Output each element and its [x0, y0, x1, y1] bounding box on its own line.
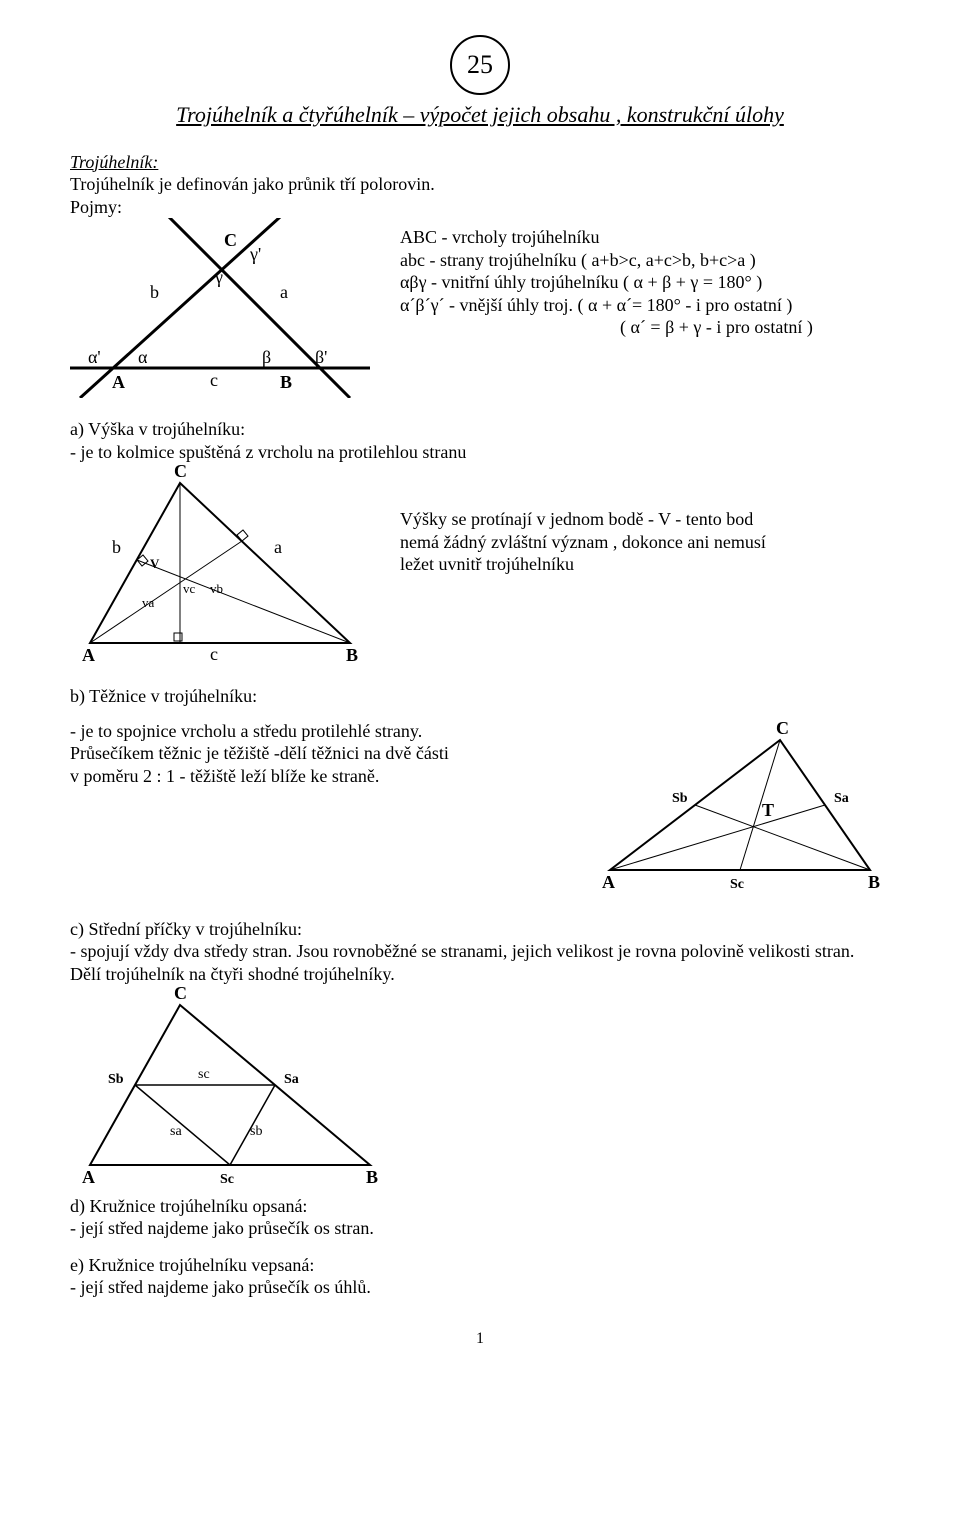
svg-text:γ: γ — [214, 267, 223, 287]
svg-text:c: c — [210, 370, 218, 390]
svg-text:A: A — [602, 872, 615, 890]
svg-text:Sc: Sc — [730, 877, 744, 890]
svg-text:vc: vc — [183, 581, 196, 596]
svg-text:α: α — [138, 347, 148, 367]
sec-b-t3: v poměru 2 : 1 - těžiště leží blíže ke s… — [70, 765, 590, 788]
svg-text:Sa: Sa — [284, 1072, 299, 1087]
svg-text:A: A — [82, 1167, 95, 1185]
svg-text:Sa: Sa — [834, 791, 849, 806]
defs-l2: abc - strany trojúhelníku ( a+b>c, a+c>b… — [400, 249, 813, 272]
svg-text:β: β — [262, 347, 271, 367]
page-badge: 25 — [450, 35, 510, 95]
svg-text:C: C — [174, 463, 187, 481]
svg-text:va: va — [142, 595, 155, 610]
svg-text:A: A — [82, 645, 95, 663]
main-title: Trojúhelník a čtyřúhelník – výpočet jeji… — [70, 101, 890, 129]
sec-b-t1: - je to spojnice vrcholu a středu protil… — [70, 720, 590, 743]
svg-text:B: B — [346, 645, 358, 663]
svg-text:vb: vb — [210, 581, 223, 596]
figure-4: A B C Sa Sb Sc sa sb sc — [70, 985, 390, 1185]
svg-text:c: c — [210, 644, 218, 663]
sec-a-heading: a) Výška v trojúhelníku: — [70, 418, 890, 441]
svg-text:C: C — [224, 230, 237, 250]
figure-1: A B C c b a α β γ γ' α' β' — [70, 218, 370, 398]
sec-b-t2: Průsečíkem těžnic je těžiště -dělí těžni… — [70, 742, 590, 765]
svg-text:b: b — [112, 537, 121, 557]
svg-text:B: B — [366, 1167, 378, 1185]
sec-a-text: - je to kolmice spuštěná z vrcholu na pr… — [70, 441, 890, 464]
footer-page-number: 1 — [70, 1329, 890, 1349]
sec-a-para3: ležet uvnitř trojúhelníku — [400, 553, 766, 576]
sec-a-para1: Výšky se protínají v jednom bodě - V - t… — [400, 508, 766, 531]
section-trojuhelnik: Trojúhelník: — [70, 151, 890, 174]
svg-text:B: B — [868, 872, 880, 890]
svg-text:sa: sa — [170, 1124, 182, 1139]
svg-text:Sb: Sb — [672, 791, 688, 806]
svg-text:C: C — [174, 985, 187, 1003]
intro-definition: Trojúhelník je definován jako průnik tří… — [70, 173, 890, 196]
defs-l4: α´β´γ´ - vnější úhly troj. ( α + α´= 180… — [400, 294, 813, 317]
sec-b-heading: b) Těžnice v trojúhelníku: — [70, 685, 890, 708]
svg-text:β': β' — [315, 347, 327, 367]
sec-a-para2: nemá žádný zvláštní význam , dokonce ani… — [400, 531, 766, 554]
figure-2: A B C a b c va vb vc V — [70, 463, 370, 663]
svg-text:A: A — [112, 372, 125, 392]
sec-d-heading: d) Kružnice trojúhelníku opsaná: — [70, 1195, 890, 1218]
svg-text:b: b — [150, 282, 159, 302]
sec-e-heading: e) Kružnice trojúhelníku vepsaná: — [70, 1254, 890, 1277]
pojmy-label: Pojmy: — [70, 196, 890, 219]
svg-text:T: T — [762, 800, 774, 820]
sec-c-heading: c) Střední příčky v trojúhelníku: — [70, 918, 890, 941]
sec-d-text: - její střed najdeme jako průsečík os st… — [70, 1217, 890, 1240]
defs-l1: ABC - vrcholy trojúhelníku — [400, 226, 813, 249]
svg-text:a: a — [280, 282, 288, 302]
figure-3: A B C T Sa Sb Sc — [590, 720, 890, 890]
svg-text:Sb: Sb — [108, 1072, 124, 1087]
svg-text:V: V — [150, 556, 160, 571]
sec-c-t2: Dělí trojúhelník na čtyři shodné trojúhe… — [70, 963, 890, 986]
svg-text:C: C — [776, 720, 789, 738]
svg-text:sc: sc — [198, 1067, 210, 1082]
svg-text:α': α' — [88, 347, 101, 367]
svg-text:sb: sb — [250, 1124, 262, 1139]
sec-e-text: - její střed najdeme jako průsečík os úh… — [70, 1276, 890, 1299]
sec-c-t1: - spojují vždy dva středy stran. Jsou ro… — [70, 940, 890, 963]
defs-l3: αβγ - vnitřní úhly trojúhelníku ( α + β … — [400, 271, 813, 294]
svg-text:γ': γ' — [249, 244, 261, 264]
svg-text:B: B — [280, 372, 292, 392]
defs-l5: ( α´ = β + γ - i pro ostatní ) — [620, 316, 813, 339]
svg-text:Sc: Sc — [220, 1172, 234, 1185]
svg-text:a: a — [274, 537, 282, 557]
